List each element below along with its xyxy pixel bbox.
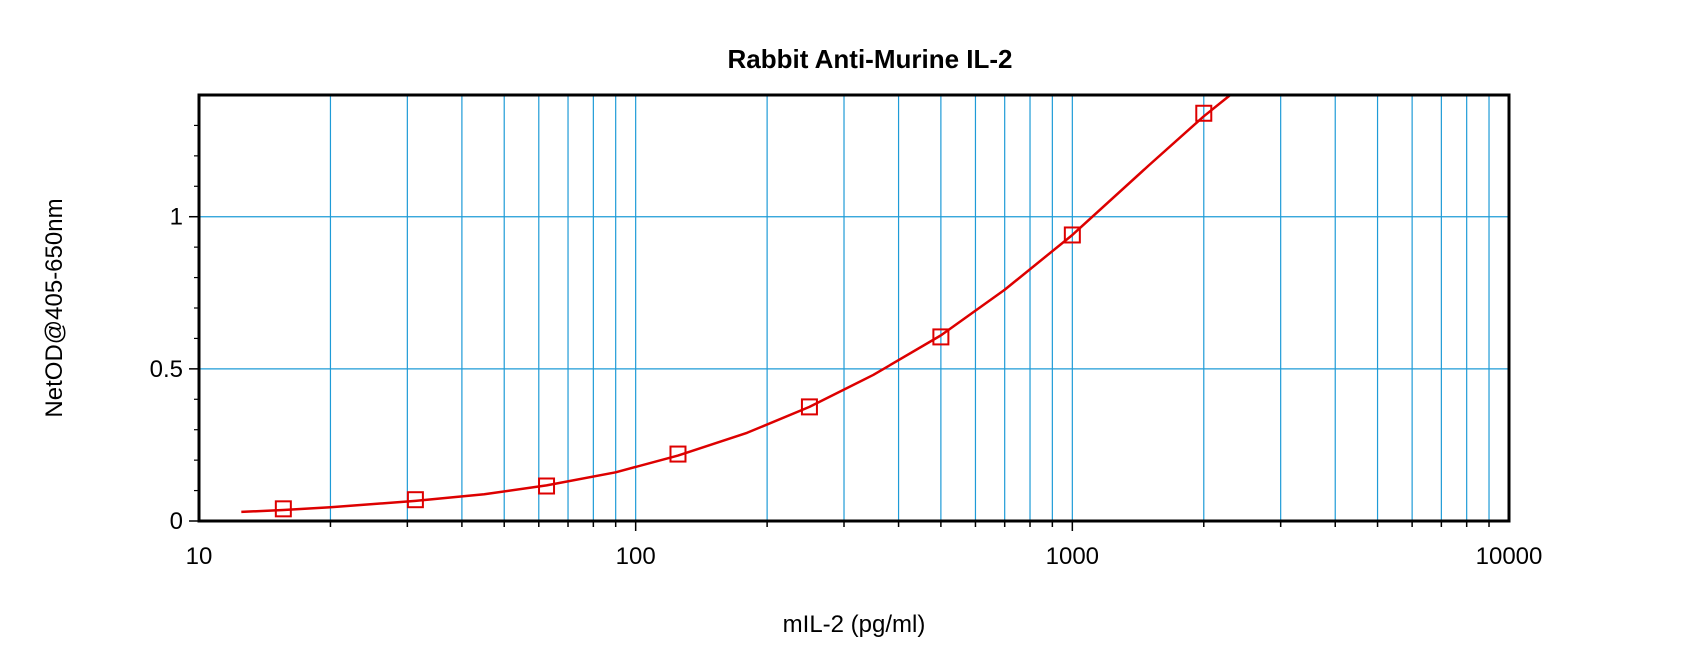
y-tick-label: 0 [170,508,183,535]
x-axis-label: mIL-2 (pg/ml) [783,611,926,638]
y-tick-label: 0.5 [150,356,183,383]
data-point-marker [1195,104,1213,122]
axis-ticks [189,124,1490,531]
data-point-marker [800,398,818,416]
data-point-marker [538,477,556,495]
y-tick-label: 1 [170,204,183,231]
data-point-marker [274,500,292,518]
gridlines [199,95,1509,521]
fit-curve [241,94,1232,514]
data-point-marker [669,445,687,463]
data-point-marker [1063,226,1081,244]
x-tick-label: 10000 [1476,543,1543,570]
fit-curve-layer [241,94,1232,514]
x-tick-label: 100 [616,543,656,570]
y-axis-label: NetOD@405-650nm [41,198,68,417]
chart-title: Rabbit Anti-Murine IL-2 [727,44,1012,74]
tick-labels: 0 0.5 1 10 100 1000 10000 [150,204,1543,570]
data-point-marker [406,491,424,509]
x-tick-label: 10 [186,543,213,570]
x-tick-label: 1000 [1046,543,1099,570]
plot-frame [197,93,1511,523]
data-points [274,104,1213,518]
data-point-marker [932,328,950,346]
